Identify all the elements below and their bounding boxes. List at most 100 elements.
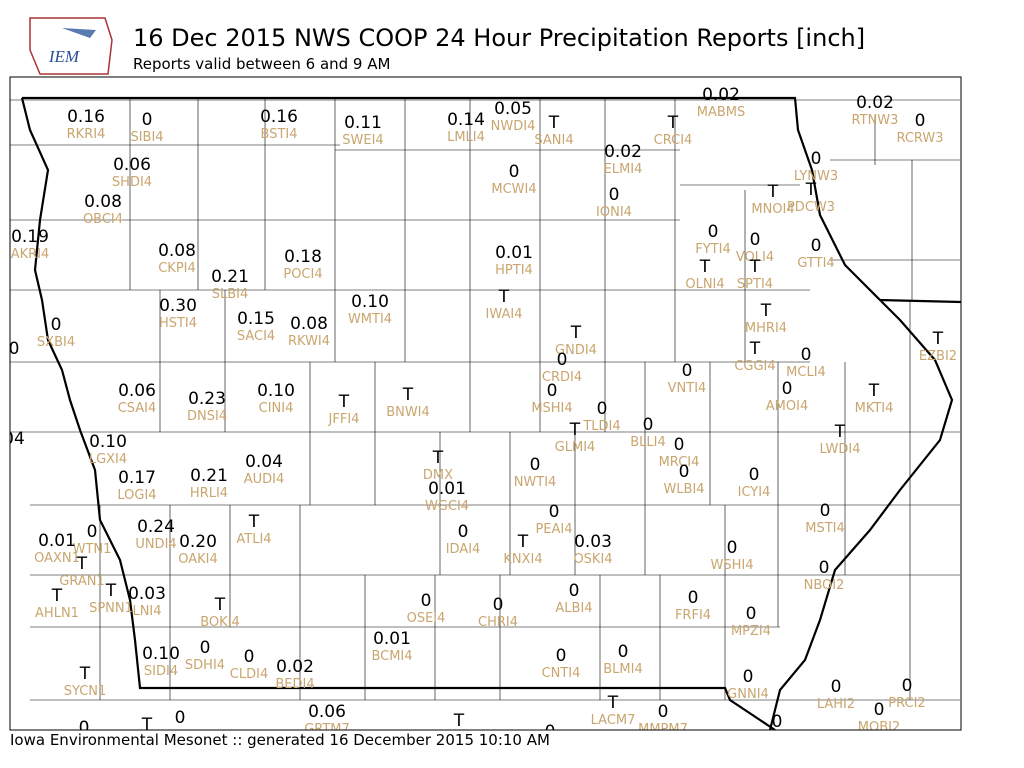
station-id: WTN1 xyxy=(73,542,112,557)
station-value: T xyxy=(570,323,582,343)
station-value: 0 xyxy=(618,642,629,662)
station-id: GTTI4 xyxy=(797,256,834,271)
station-value: 0 xyxy=(902,676,913,696)
station-id: HRLI4 xyxy=(190,486,228,501)
station-id: SYCN1 xyxy=(64,684,107,699)
station-id: OSEI4 xyxy=(407,611,446,626)
station-value: 0.06 xyxy=(308,702,346,722)
station-value: 0 xyxy=(708,222,719,242)
station-id: OAKI4 xyxy=(178,552,218,567)
station-id: RKWI4 xyxy=(288,334,330,349)
station-value: 0 xyxy=(458,522,469,542)
station-id: CGGI4 xyxy=(734,359,775,374)
station-value: 0 xyxy=(688,588,699,608)
station-value: 0.11 xyxy=(344,113,382,133)
station-id: SXBI4 xyxy=(37,335,75,350)
station-value: T xyxy=(214,595,226,615)
station-value: 0 xyxy=(915,111,926,131)
station-value: T xyxy=(805,180,817,200)
station-id: MPZI4 xyxy=(731,624,771,639)
station-value: 0 xyxy=(874,700,885,720)
footer: Iowa Environmental Mesonet :: generated … xyxy=(10,731,550,749)
station-value: 0 xyxy=(556,646,567,666)
station-value: T xyxy=(248,512,260,532)
station-value: 0 xyxy=(569,581,580,601)
station-value: 0.04 xyxy=(245,452,283,472)
station-id: ATLI4 xyxy=(236,532,271,547)
station-id: ALBI4 xyxy=(555,601,592,616)
station-id: FYTI4 xyxy=(695,242,730,257)
station-value: 0 xyxy=(175,708,186,728)
station-id: BLMI4 xyxy=(603,662,642,677)
station-value: 0 xyxy=(597,399,608,419)
station-value: 0.16 xyxy=(67,107,105,127)
station-id: PEAI4 xyxy=(535,522,572,537)
station-id: LOGI4 xyxy=(117,488,156,503)
station-value: 0 xyxy=(79,718,90,738)
station-value: 0.30 xyxy=(159,296,197,316)
station-id: CNTI4 xyxy=(542,666,581,681)
station-value: 0 xyxy=(51,315,62,335)
station-value: 0.01 xyxy=(373,629,411,649)
station-id: LGXI4 xyxy=(89,452,127,467)
station-id: BOKI4 xyxy=(200,615,240,630)
station-value: 0 xyxy=(820,501,831,521)
station-value: T xyxy=(607,693,619,713)
station-id: WLBI4 xyxy=(663,482,704,497)
station-value: 0 xyxy=(674,435,685,455)
station-value: T xyxy=(338,392,350,412)
station-id: LMLI4 xyxy=(447,130,485,145)
station-id: WSHI4 xyxy=(711,558,754,573)
station-value: T xyxy=(699,257,711,277)
station-id: BSTI4 xyxy=(261,127,298,142)
station-id: MMPM7 xyxy=(638,722,688,737)
station-id: OLNI4 xyxy=(685,277,724,292)
station-value: 0.10 xyxy=(89,432,127,452)
station-id: GLMI4 xyxy=(555,440,596,455)
station-id: ICYI4 xyxy=(738,485,771,500)
station-id: NBOI2 xyxy=(804,578,845,593)
station-value: 0 xyxy=(530,455,541,475)
station-value: 0 xyxy=(609,185,620,205)
station-value: 0.16 xyxy=(260,107,298,127)
station-id: MSTI4 xyxy=(805,521,845,536)
station-value: 0.06 xyxy=(113,155,151,175)
station-value: T xyxy=(767,182,779,202)
station-value: 0.10 xyxy=(142,644,180,664)
station-id: SDHI4 xyxy=(185,658,225,673)
station-id: MCWI4 xyxy=(491,182,536,197)
county-lines xyxy=(10,77,960,701)
station-id: RKRI4 xyxy=(67,127,106,142)
station-id: POCI4 xyxy=(283,267,322,282)
station-value: 0.18 xyxy=(284,247,322,267)
title: 16 Dec 2015 NWS COOP 24 Hour Precipitati… xyxy=(133,24,865,52)
station-id: MKTI4 xyxy=(855,401,894,416)
station-value: T xyxy=(548,113,560,133)
station-value: 0 xyxy=(142,110,153,130)
station-value: 0 xyxy=(658,702,669,722)
station-value: 0.24 xyxy=(137,517,175,537)
station-value: T xyxy=(749,339,761,359)
station-value: 0 xyxy=(750,230,761,250)
station-value: T xyxy=(760,301,772,321)
station-id: AHLN1 xyxy=(35,606,79,621)
station-id: TLDI4 xyxy=(582,419,620,434)
station-id: CHRI4 xyxy=(478,615,518,630)
station-value: 0 xyxy=(244,647,255,667)
station-id: IONI4 xyxy=(596,205,632,220)
station-value: 0 xyxy=(743,667,754,687)
station-value: T xyxy=(569,420,581,440)
logo: IEM xyxy=(29,17,113,75)
station-id: SIDI4 xyxy=(144,664,178,679)
station-id: SIBI4 xyxy=(130,130,163,145)
station-id: LNI4 xyxy=(132,604,161,619)
station-id: OBCI4 xyxy=(83,212,123,227)
station-value: T xyxy=(667,113,679,133)
station-id: MSHI4 xyxy=(531,401,572,416)
station-value: 0 xyxy=(545,722,556,742)
station-value: 0 xyxy=(200,638,211,658)
station-id: CINI4 xyxy=(259,401,294,416)
station-id: LYNW3 xyxy=(794,169,838,184)
station-value: 0.02 xyxy=(604,142,642,162)
